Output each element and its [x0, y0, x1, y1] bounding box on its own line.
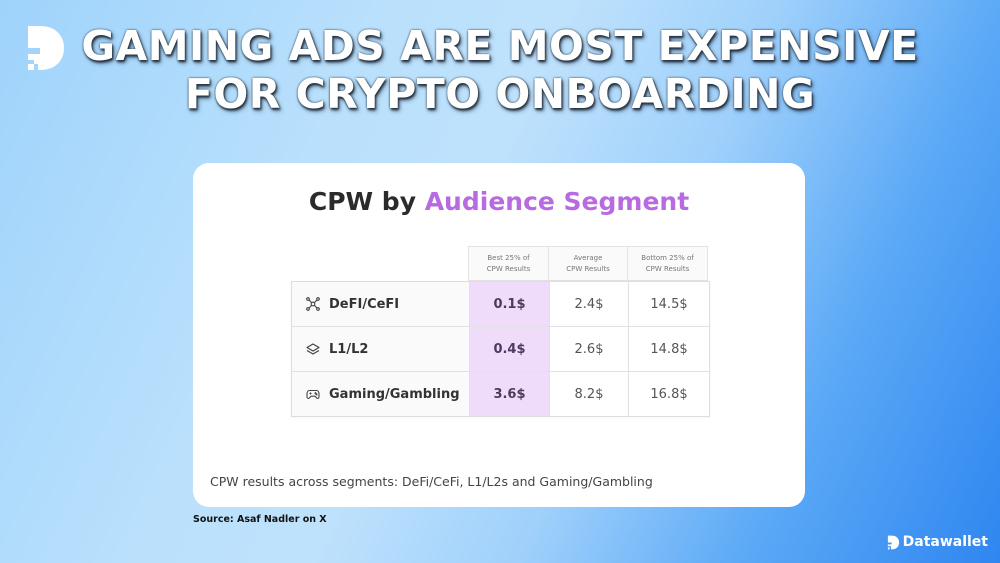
- gamepad-icon: [306, 387, 320, 401]
- average-value: 2.6$: [549, 327, 628, 371]
- segment-label: Gaming/Gambling: [329, 386, 460, 402]
- headline-line-1: GAMING ADS ARE MOST EXPENSIVE: [81, 22, 919, 70]
- segment-cell: DeFI/CeFI: [292, 282, 469, 326]
- table-header-row: Best 25% of CPW Results Average CPW Result…: [468, 246, 708, 281]
- column-header-best: Best 25% of CPW Results: [468, 246, 548, 281]
- datawallet-logo-icon: [887, 535, 899, 549]
- column-header-bottom: Bottom 25% of CPW Results: [627, 246, 708, 281]
- card-title-prefix: CPW by: [308, 187, 425, 216]
- card-title: CPW by Audience Segment: [193, 187, 805, 216]
- best-value: 0.4$: [469, 327, 549, 371]
- network-nodes-icon: [306, 297, 320, 311]
- segment-cell: L1/L2: [292, 327, 469, 371]
- table-body: DeFI/CeFI 0.1$ 2.4$ 14.5$ L1/L2 0.4$ 2.6…: [291, 281, 710, 417]
- segment-cell: Gaming/Gambling: [292, 372, 469, 416]
- bottom-value: 14.8$: [628, 327, 709, 371]
- card-caption: CPW results across segments: DeFi/CeFi, …: [210, 474, 653, 489]
- chart-card: CPW by Audience Segment Best 25% of CPW R…: [193, 163, 805, 507]
- average-value: 2.4$: [549, 282, 628, 326]
- bottom-value: 16.8$: [628, 372, 709, 416]
- segment-label: DeFI/CeFI: [329, 296, 400, 312]
- table-row: L1/L2 0.4$ 2.6$ 14.8$: [292, 326, 709, 371]
- column-header-average: Average CPW Results: [548, 246, 627, 281]
- page-headline: GAMING ADS ARE MOST EXPENSIVE FOR CRYPTO…: [0, 22, 1000, 118]
- table-row: DeFI/CeFI 0.1$ 2.4$ 14.5$: [292, 282, 709, 326]
- table-row: Gaming/Gambling 3.6$ 8.2$ 16.8$: [292, 371, 709, 416]
- headline-line-2: FOR CRYPTO ONBOARDING: [184, 70, 816, 118]
- datawallet-logo-icon: [26, 24, 66, 72]
- source-credit: Source: Asaf Nadler on X: [193, 514, 327, 525]
- card-title-accent: Audience Segment: [424, 187, 690, 216]
- best-value: 0.1$: [469, 282, 549, 326]
- brand-watermark: Datawallet: [887, 534, 988, 550]
- segment-label: L1/L2: [329, 341, 369, 357]
- best-value: 3.6$: [469, 372, 549, 416]
- bottom-value: 14.5$: [628, 282, 709, 326]
- layers-icon: [306, 342, 320, 356]
- brand-name: Datawallet: [902, 534, 988, 550]
- average-value: 8.2$: [549, 372, 628, 416]
